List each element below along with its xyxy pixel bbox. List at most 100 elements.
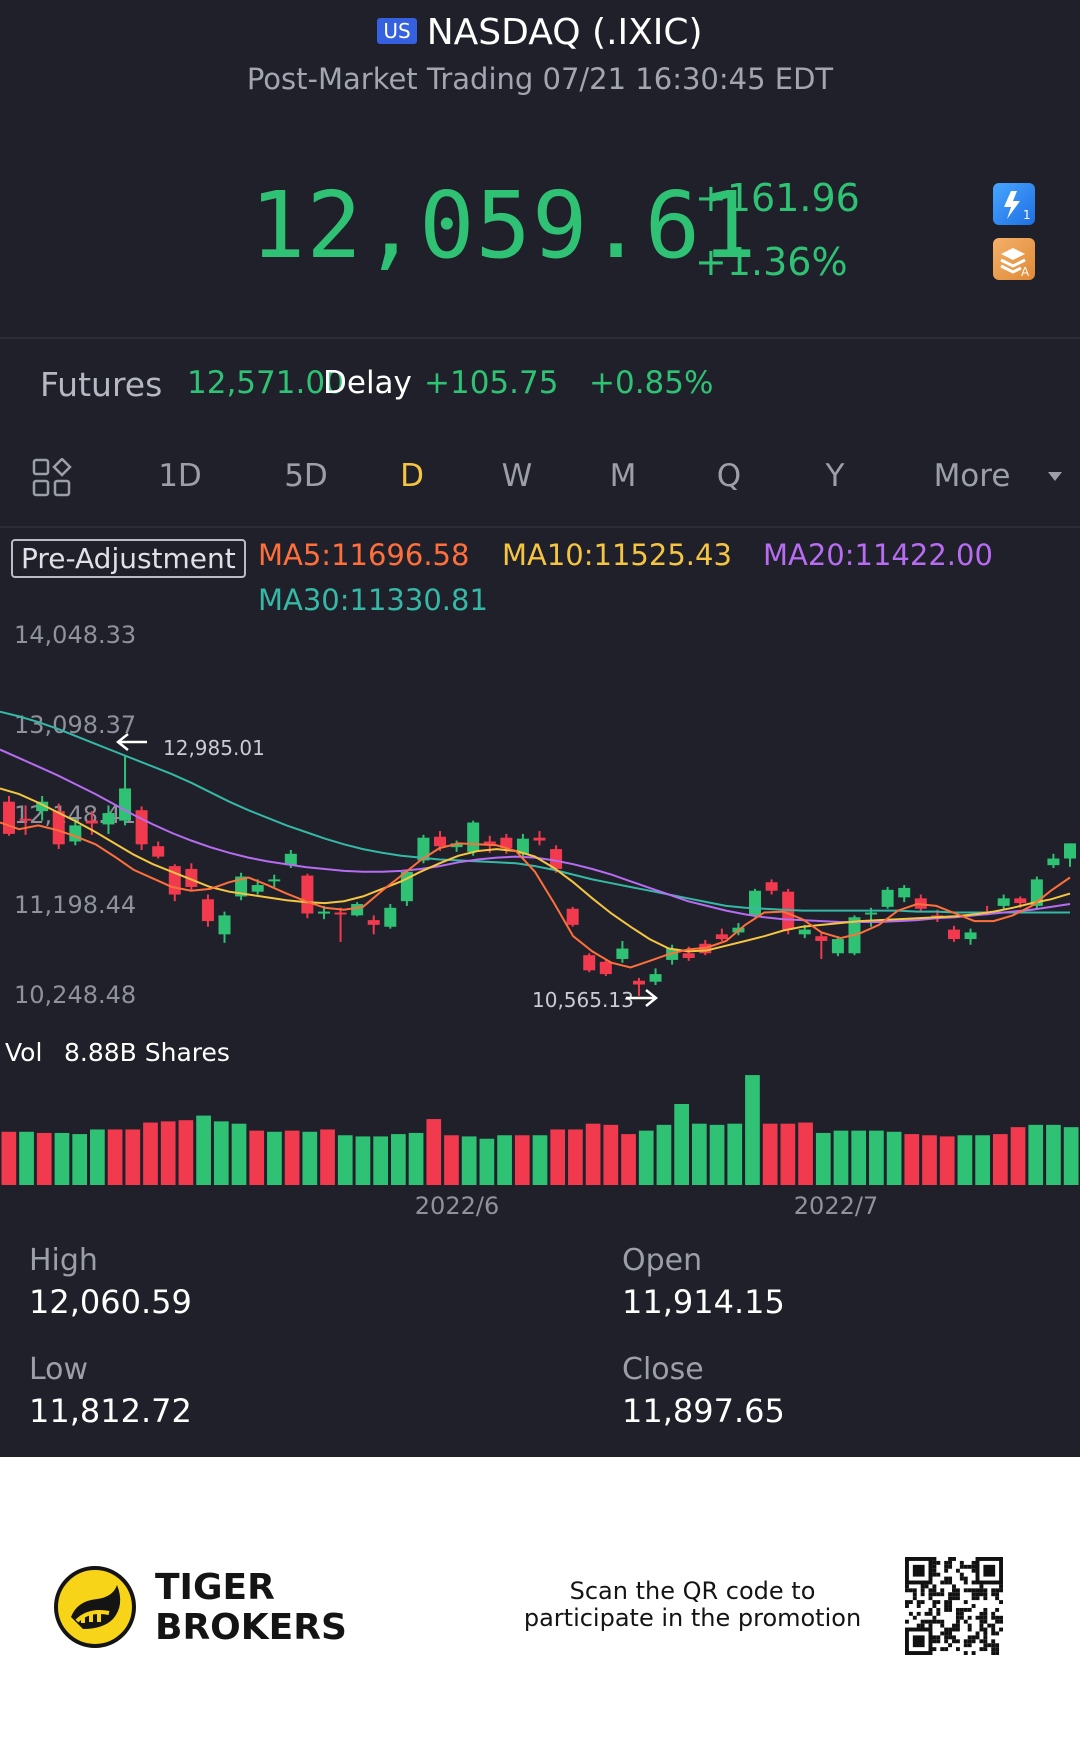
candle-body: [533, 837, 546, 841]
candle-body: [218, 915, 231, 935]
tab-weekly[interactable]: W: [501, 458, 533, 494]
candlestick-chart[interactable]: 14,048.3313,098.3712,148.4111,198.4410,2…: [0, 560, 1080, 1220]
volume-bar: [426, 1119, 442, 1185]
svg-text:1: 1: [1023, 208, 1031, 222]
candle-body: [599, 961, 612, 975]
volume-bar: [603, 1124, 619, 1185]
section-divider: [0, 337, 1080, 339]
candle-body: [85, 820, 98, 824]
low-value: 11,812.72: [29, 1392, 192, 1430]
candle-body: [284, 853, 297, 866]
candle-body: [831, 939, 844, 954]
candle-body: [52, 811, 65, 845]
volume-bar: [160, 1121, 176, 1185]
market-badge: US: [377, 18, 417, 44]
volume-bar: [798, 1122, 813, 1185]
candle-body: [765, 882, 778, 891]
tab-quarterly[interactable]: Q: [716, 458, 742, 494]
chevron-down-icon[interactable]: [1048, 472, 1062, 481]
futures-value[interactable]: 12,571.00: [187, 365, 345, 401]
futures-change: +105.75: [424, 365, 559, 401]
volume-bar: [408, 1132, 424, 1185]
tab-more[interactable]: More: [933, 458, 1011, 494]
high-annotation: 12,985.01: [163, 736, 265, 760]
trading-session-status: Post-Market Trading 07/21 16:30:45 EDT: [246, 62, 834, 96]
candle-body: [749, 890, 762, 916]
candle-body: [682, 953, 695, 959]
x-axis-label: 2022/6: [415, 1192, 499, 1220]
volume-bar: [727, 1123, 743, 1185]
volume-bar: [54, 1132, 70, 1185]
candle-body: [434, 836, 447, 847]
volume-bar: [780, 1123, 796, 1185]
candle-body: [500, 837, 513, 849]
candle-body: [367, 920, 380, 925]
volume-bar: [196, 1115, 211, 1185]
close-label: Close: [622, 1352, 704, 1387]
tiger-logo-icon: [53, 1565, 137, 1649]
volume-bar: [621, 1134, 636, 1185]
ma10-legend: MA10:11525.43: [502, 538, 732, 572]
candle-body: [550, 849, 563, 869]
learning-icon[interactable]: A: [993, 238, 1035, 280]
candle-body: [317, 911, 330, 914]
volume-bar: [107, 1129, 123, 1185]
tab-1d[interactable]: 1D: [158, 458, 202, 494]
volume-bar: [337, 1135, 353, 1185]
tab-daily[interactable]: D: [400, 458, 424, 494]
volume-bar: [709, 1124, 725, 1185]
futures-delay-tag: Delay: [323, 365, 412, 401]
candle-body: [1047, 858, 1060, 866]
y-tick-label: 11,198.44: [14, 891, 136, 919]
candle-body: [450, 843, 463, 848]
candle-body: [102, 813, 115, 825]
stock-title-row: US NASDAQ (.IXIC): [0, 12, 1080, 53]
price-change-percent: +1.36%: [695, 240, 848, 284]
ma5-line: [0, 821, 1071, 969]
candle-body: [947, 929, 960, 940]
qr-code-icon[interactable]: [905, 1557, 1003, 1655]
price-change: +161.96: [695, 176, 860, 220]
volume-bar: [284, 1130, 300, 1185]
volume-bar: [975, 1135, 990, 1185]
flash-trade-icon[interactable]: 1: [993, 183, 1035, 225]
candle-body: [268, 879, 281, 882]
candle-body: [119, 788, 132, 821]
adjustment-toggle[interactable]: Pre-Adjustment: [11, 539, 246, 578]
candle-body: [483, 841, 496, 846]
volume-bar: [19, 1131, 34, 1185]
candle-body: [417, 837, 430, 861]
tab-5d[interactable]: 5D: [284, 458, 328, 494]
candle-body: [649, 974, 662, 982]
volume-bar: [320, 1129, 335, 1185]
volume-bar: [461, 1136, 477, 1185]
volume-bar: [851, 1130, 867, 1185]
brand-line-2: BROKERS: [155, 1607, 347, 1648]
volume-value: 8.88B Shares: [64, 1038, 230, 1067]
volume-bar: [355, 1136, 371, 1185]
low-annotation: 10,565.13: [532, 988, 634, 1012]
y-tick-label: 10,248.48: [14, 981, 136, 1009]
volume-bar: [90, 1129, 105, 1185]
candle-body: [384, 907, 397, 927]
candle-body: [815, 936, 828, 941]
app-background: [0, 0, 1080, 1457]
ma5-legend: MA5:11696.58: [258, 538, 470, 572]
volume-bar: [904, 1134, 920, 1185]
ma20-legend: MA20:11422.00: [763, 538, 993, 572]
volume-bar: [373, 1136, 389, 1185]
volume-bar: [391, 1134, 406, 1185]
tab-yearly[interactable]: Y: [825, 458, 845, 494]
tab-monthly[interactable]: M: [609, 458, 637, 494]
volume-label: Vol: [5, 1038, 43, 1067]
volume-bar: [638, 1130, 654, 1185]
open-label: Open: [622, 1243, 703, 1278]
volume-bar: [833, 1130, 849, 1185]
promotion-text: Scan the QR code to participate in the p…: [520, 1578, 865, 1632]
volume-bar: [497, 1135, 512, 1185]
volume-bar: [143, 1122, 158, 1185]
svg-text:A: A: [1021, 265, 1030, 279]
futures-label: Futures: [40, 365, 163, 404]
volume-bar: [1063, 1127, 1079, 1185]
layout-grid-icon[interactable]: [32, 457, 72, 498]
